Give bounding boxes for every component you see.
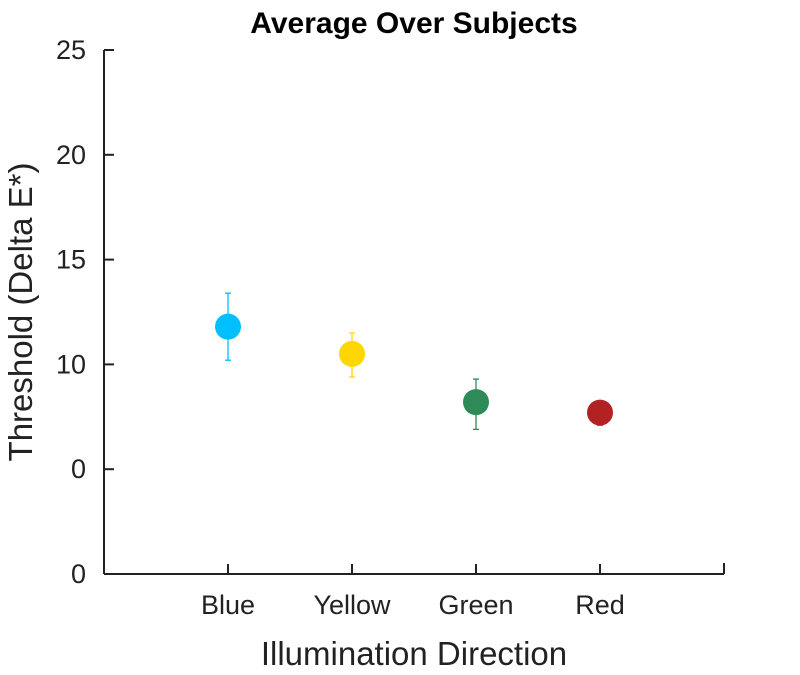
axes	[103, 50, 725, 575]
x-tick-label: Yellow	[313, 590, 391, 620]
y-tick-label: 0	[71, 454, 86, 484]
x-tick-label: Blue	[201, 590, 255, 620]
data-point	[339, 340, 365, 367]
data-marks	[215, 292, 613, 431]
y-tick-label: 25	[56, 35, 86, 65]
y-ticks: 0 0 10 15 20 25	[56, 35, 114, 589]
x-ticks: Blue Yellow Green Red	[201, 564, 625, 620]
data-point	[587, 399, 613, 426]
x-axis-label: Illumination Direction	[261, 635, 567, 672]
y-tick-label: 15	[56, 245, 86, 275]
x-tick-label: Red	[575, 590, 625, 620]
y-axis-label: Threshold (Delta E*)	[2, 163, 39, 462]
data-point	[215, 313, 241, 340]
x-tick-label: Green	[438, 590, 513, 620]
y-tick-label: 10	[56, 349, 86, 379]
chart-title: Average Over Subjects	[250, 7, 577, 40]
y-tick-label: 0	[71, 559, 86, 589]
y-tick-label: 20	[56, 140, 86, 170]
data-point	[463, 389, 489, 416]
